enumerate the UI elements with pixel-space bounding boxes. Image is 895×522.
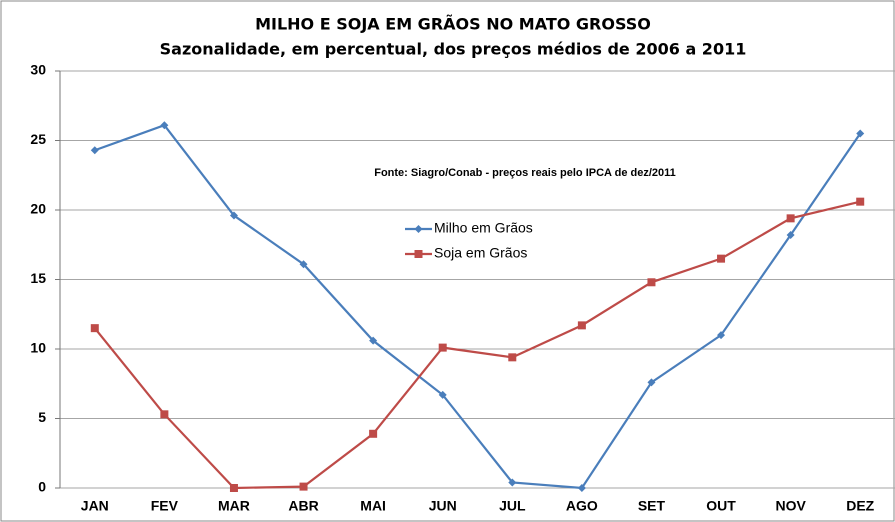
x-tick-label: ABR xyxy=(288,498,318,514)
point xyxy=(369,429,378,438)
annotation: Fonte: Siagro/Conab - preços reais pelo … xyxy=(374,167,676,179)
y-tick-label: 10 xyxy=(30,340,46,356)
point xyxy=(299,260,308,269)
point xyxy=(786,231,795,240)
x-tick-label: JUN xyxy=(429,498,457,514)
point xyxy=(414,225,423,233)
x-tick-label: AGO xyxy=(566,498,598,514)
y-tick-label: 15 xyxy=(30,270,46,286)
chart-title: MILHO E SOJA EM GRÃOS NO MATO GROSSO xyxy=(255,15,651,34)
legend-label: Soja em Grãos xyxy=(434,245,527,261)
point xyxy=(299,482,308,491)
point xyxy=(229,211,238,220)
x-tick-label: SET xyxy=(638,498,666,514)
y-tick-label: 0 xyxy=(38,479,46,495)
point xyxy=(786,214,795,223)
point xyxy=(647,378,656,387)
point xyxy=(856,197,865,206)
point xyxy=(647,278,656,287)
y-tick-label: 20 xyxy=(30,201,46,217)
point xyxy=(508,353,517,362)
x-tick-label: NOV xyxy=(775,498,806,514)
legend-label: Milho em Grãos xyxy=(434,220,533,236)
x-tick-label: FEV xyxy=(151,498,179,514)
point xyxy=(717,254,726,263)
x-tick-label: MAR xyxy=(218,498,250,514)
point xyxy=(160,410,169,419)
point xyxy=(90,324,99,333)
point xyxy=(717,331,726,340)
point xyxy=(577,321,586,330)
point xyxy=(438,343,447,352)
point xyxy=(414,250,423,258)
point xyxy=(369,336,378,345)
x-tick-label: JAN xyxy=(81,498,109,514)
point xyxy=(90,146,99,155)
point xyxy=(438,390,447,399)
x-tick-label: DEZ xyxy=(846,498,874,514)
x-tick-label: OUT xyxy=(706,498,736,514)
point xyxy=(508,478,517,487)
x-tick-label: MAI xyxy=(360,498,386,514)
line xyxy=(93,200,861,490)
y-tick-label: 5 xyxy=(38,409,46,425)
x-tick-label: JUL xyxy=(499,498,526,514)
point xyxy=(160,121,169,130)
point xyxy=(229,484,238,492)
chart-subtitle: Sazonalidade, em percentual, dos preços … xyxy=(160,40,747,59)
point xyxy=(577,484,586,492)
line xyxy=(94,123,862,490)
y-tick-label: 25 xyxy=(30,131,46,147)
y-tick-label: 30 xyxy=(30,62,46,78)
point xyxy=(856,129,865,138)
